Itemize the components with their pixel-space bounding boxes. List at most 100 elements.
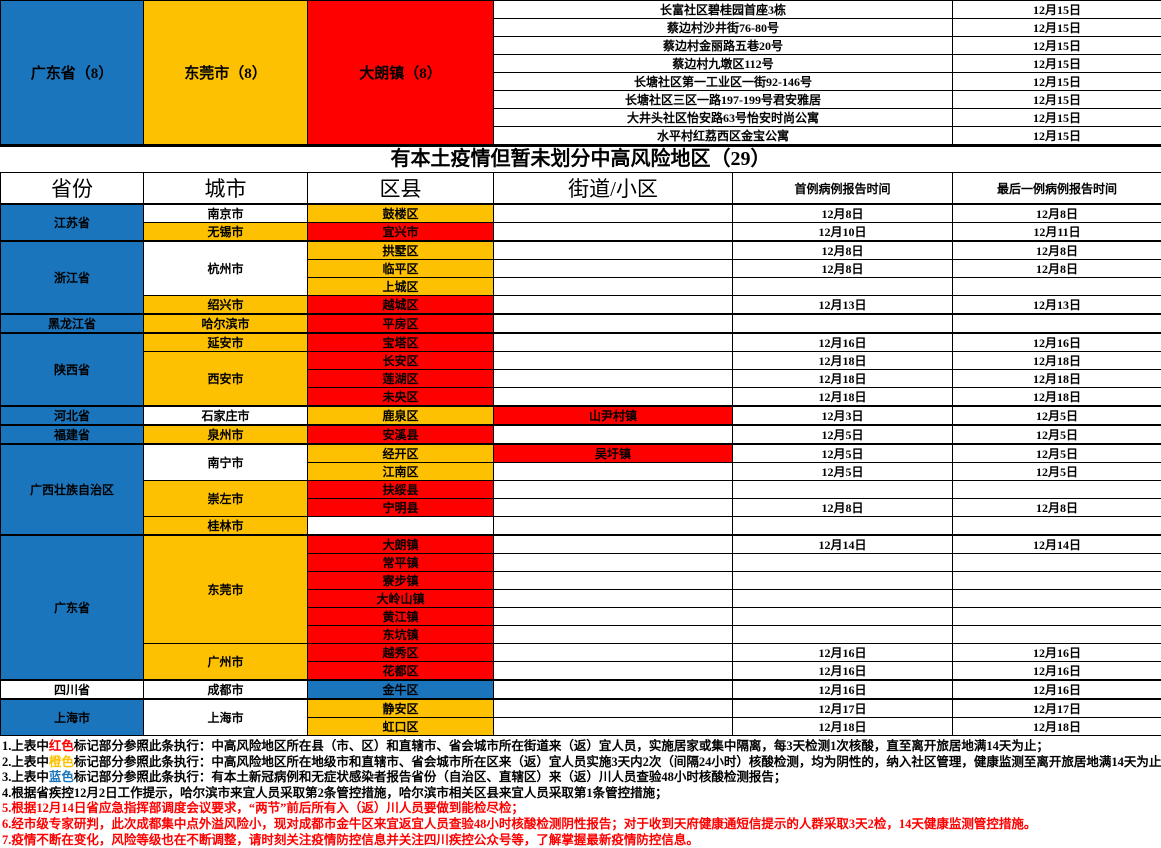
first-date-cell <box>733 590 953 608</box>
street-cell <box>494 644 733 662</box>
footnote-text: 1.上表中 <box>2 739 49 753</box>
report-date-cell: 12月15日 <box>953 1 1161 19</box>
first-date-cell: 12月8日 <box>733 204 953 223</box>
province-cell: 陕西省 <box>1 333 144 406</box>
first-date-cell: 12月16日 <box>733 644 953 662</box>
street-cell <box>494 260 733 278</box>
district-cell: 寮步镇 <box>308 572 494 590</box>
last-date-cell <box>953 554 1161 572</box>
street-cell <box>494 626 733 644</box>
district-cell: 花都区 <box>308 662 494 681</box>
district-cell: 大岭山镇 <box>308 590 494 608</box>
street-cell <box>494 370 733 388</box>
header-city: 城市 <box>144 173 308 205</box>
district-cell: 虹口区 <box>308 718 494 736</box>
city-cell: 石家庄市 <box>144 406 308 425</box>
district-cell: 东坑镇 <box>308 626 494 644</box>
first-date-cell <box>733 314 953 333</box>
street-cell <box>494 388 733 407</box>
district-cell: 未央区 <box>308 388 494 407</box>
province-cell: 四川省 <box>1 680 144 699</box>
footnote-text: 5.根据12月14日省应急指挥部调度会议要求，“两节”前后所有入（返）川人员要做… <box>2 801 524 815</box>
province-cell: 黑龙江省 <box>1 314 144 333</box>
street-cell <box>494 535 733 554</box>
district-cell: 临平区 <box>308 260 494 278</box>
street-cell: 山尹村镇 <box>494 406 733 425</box>
last-date-cell: 12月18日 <box>953 388 1161 407</box>
district-cell <box>308 517 494 536</box>
district-cell: 宝塔区 <box>308 333 494 352</box>
last-date-cell: 12月8日 <box>953 204 1161 223</box>
district-cell: 拱墅区 <box>308 241 494 260</box>
street-cell <box>494 481 733 499</box>
top-district-cell: 大朗镇（8） <box>308 1 494 145</box>
last-date-cell: 12月17日 <box>953 699 1161 718</box>
city-cell: 崇左市 <box>144 481 308 517</box>
first-date-cell: 12月8日 <box>733 241 953 260</box>
street-cell <box>494 333 733 352</box>
district-cell: 黄江镇 <box>308 608 494 626</box>
street-cell <box>494 590 733 608</box>
district-cell: 静安区 <box>308 699 494 718</box>
section-title: 有本土疫情但暂未划分中高风险地区（29） <box>0 145 1161 172</box>
street-cell <box>494 352 733 370</box>
address-cell: 长塘社区三区一路197-199号君安雅居 <box>494 91 953 109</box>
address-cell: 大井头社区怡安路63号怡安时尚公寓 <box>494 109 953 127</box>
province-cell: 江苏省 <box>1 204 144 241</box>
street-cell <box>494 662 733 681</box>
street-cell <box>494 314 733 333</box>
report-date-cell: 12月15日 <box>953 19 1161 37</box>
risk-table: 省份 城市 区县 街道/小区 首例病例报告时间 最后一例病例报告时间 江苏省南京… <box>0 172 1161 736</box>
footnote-text: 标记部分参照此条执行：中高风险地区所在地级市和直辖市、省会城市所在区来（返）宜人… <box>74 755 1161 769</box>
last-date-cell <box>953 626 1161 644</box>
last-date-cell: 12月5日 <box>953 425 1161 444</box>
last-date-cell: 12月16日 <box>953 333 1161 352</box>
last-date-cell: 12月8日 <box>953 241 1161 260</box>
header-district: 区县 <box>308 173 494 205</box>
city-cell: 泉州市 <box>144 425 308 444</box>
district-cell: 宜兴市 <box>308 223 494 242</box>
footnote-text: 4.根据省疾控12月2日工作提示，哈尔滨市来宜人员采取第2条管控措施，哈尔滨市相… <box>2 786 668 800</box>
first-date-cell: 12月17日 <box>733 699 953 718</box>
city-cell: 西安市 <box>144 352 308 407</box>
footnote-line: 2.上表中橙色标记部分参照此条执行：中高风险地区所在地级市和直辖市、省会城市所在… <box>2 755 1161 771</box>
first-date-cell: 12月18日 <box>733 388 953 407</box>
last-date-cell: 12月5日 <box>953 463 1161 481</box>
first-date-cell <box>733 517 953 536</box>
header-street: 街道/小区 <box>494 173 733 205</box>
header-last-date: 最后一例病例报告时间 <box>953 173 1161 205</box>
last-date-cell: 12月8日 <box>953 499 1161 517</box>
city-cell: 桂林市 <box>144 517 308 536</box>
last-date-cell <box>953 608 1161 626</box>
city-cell: 哈尔滨市 <box>144 314 308 333</box>
city-cell: 南京市 <box>144 204 308 223</box>
footnote-line: 5.根据12月14日省应急指挥部调度会议要求，“两节”前后所有入（返）川人员要做… <box>2 801 1161 817</box>
address-cell: 长塘社区第一工业区一街92-146号 <box>494 73 953 91</box>
last-date-cell: 12月14日 <box>953 535 1161 554</box>
last-date-cell: 12月11日 <box>953 223 1161 242</box>
district-cell: 宁明县 <box>308 499 494 517</box>
report-date-cell: 12月15日 <box>953 91 1161 109</box>
footnote-text: 6.经市级专家研判，此次成都集中点外溢风险小，现对成都市金牛区来宜返宜人员查验4… <box>2 817 1036 831</box>
last-date-cell: 12月18日 <box>953 352 1161 370</box>
first-date-cell: 12月16日 <box>733 680 953 699</box>
city-cell: 广州市 <box>144 644 308 681</box>
header-first-date: 首例病例报告时间 <box>733 173 953 205</box>
district-cell: 常平镇 <box>308 554 494 572</box>
city-cell: 东莞市 <box>144 535 308 644</box>
district-cell: 鹿泉区 <box>308 406 494 425</box>
province-cell: 上海市 <box>1 699 144 736</box>
header-province: 省份 <box>1 173 144 205</box>
street-cell <box>494 554 733 572</box>
city-cell: 杭州市 <box>144 241 308 296</box>
district-cell: 扶绥县 <box>308 481 494 499</box>
